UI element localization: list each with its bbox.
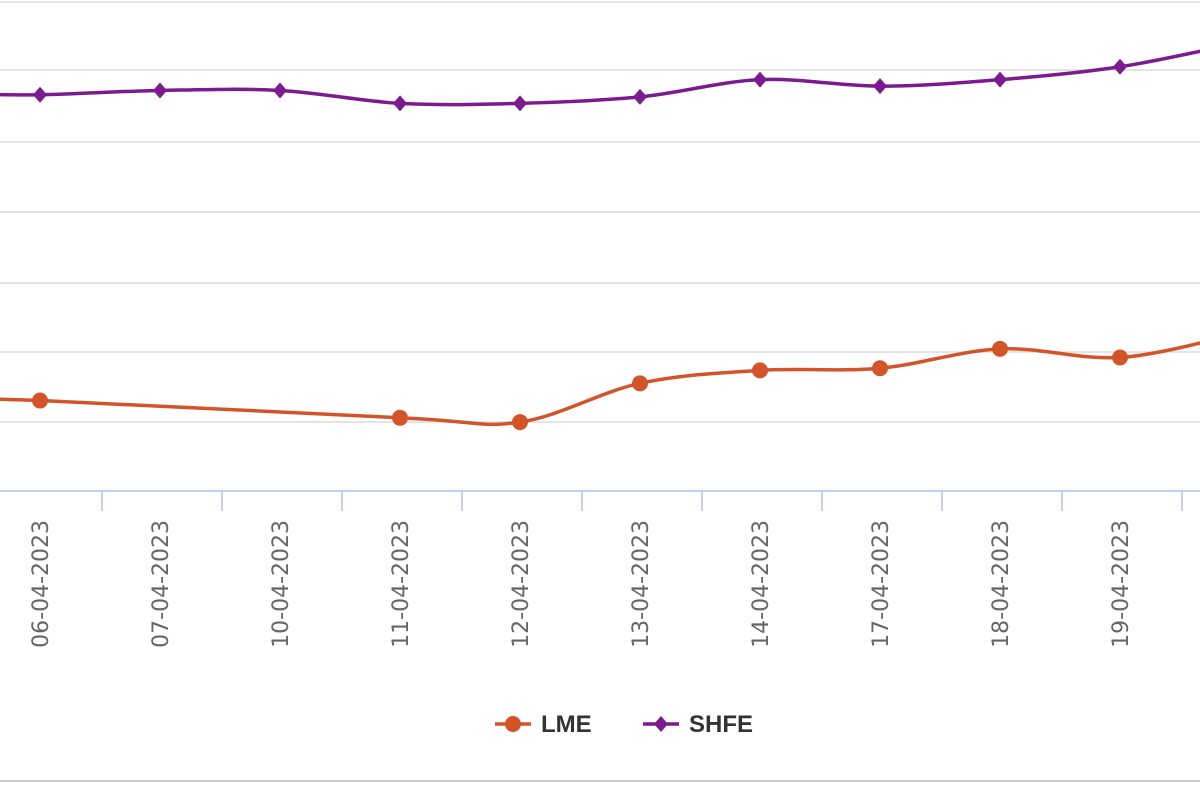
lme-point[interactable]: [752, 362, 768, 379]
x-tick-label: 13-04-2023: [629, 520, 654, 648]
shfe-point[interactable]: [393, 95, 407, 112]
x-tick-label: 18-04-2023: [989, 520, 1014, 648]
shfe-point[interactable]: [993, 71, 1007, 88]
lme-point[interactable]: [392, 409, 408, 426]
lme-point[interactable]: [632, 375, 648, 392]
x-tick-label: 14-04-2023: [749, 520, 774, 648]
legend-label-lme: LME: [541, 711, 592, 738]
x-tick-labels: 06-04-2023 07-04-2023 10-04-2023 11-04-2023…: [29, 520, 1134, 648]
series-lines: [0, 49, 1200, 427]
shfe-line: [0, 49, 1200, 107]
legend-label-shfe: SHFE: [689, 711, 753, 738]
shfe-point[interactable]: [153, 82, 167, 99]
lme-point[interactable]: [992, 340, 1008, 357]
shfe-point[interactable]: [33, 86, 47, 103]
shfe-point[interactable]: [633, 88, 647, 105]
x-tick-label: 12-04-2023: [509, 520, 534, 648]
shfe-point[interactable]: [273, 82, 287, 99]
legend-item-shfe[interactable]: SHFE: [643, 711, 753, 738]
lme-line: [0, 341, 1200, 427]
lme-point[interactable]: [32, 392, 48, 409]
shfe-point[interactable]: [753, 71, 767, 88]
x-axis: [0, 490, 1200, 511]
lme-point[interactable]: [872, 360, 888, 377]
legend-diamond-marker: [654, 716, 668, 732]
x-tick-label: 07-04-2023: [149, 520, 174, 648]
x-tick-label: 10-04-2023: [269, 520, 294, 648]
x-tick-label: 11-04-2023: [389, 520, 414, 648]
x-tick-label: 19-04-2023: [1109, 520, 1134, 648]
x-tick-label: 06-04-2023: [29, 520, 54, 648]
shfe-point[interactable]: [513, 95, 527, 112]
legend-circle-marker: [505, 716, 521, 732]
shfe-point[interactable]: [873, 78, 887, 95]
lme-point[interactable]: [1112, 349, 1128, 366]
legend-item-lme[interactable]: LME: [495, 711, 592, 738]
legend[interactable]: LME SHFE: [495, 711, 753, 738]
shfe-point[interactable]: [1113, 58, 1127, 75]
x-tick-label: 17-04-2023: [869, 520, 894, 648]
gridlines: [0, 1, 1200, 423]
lme-point[interactable]: [512, 414, 528, 431]
series-markers: [32, 58, 1128, 431]
